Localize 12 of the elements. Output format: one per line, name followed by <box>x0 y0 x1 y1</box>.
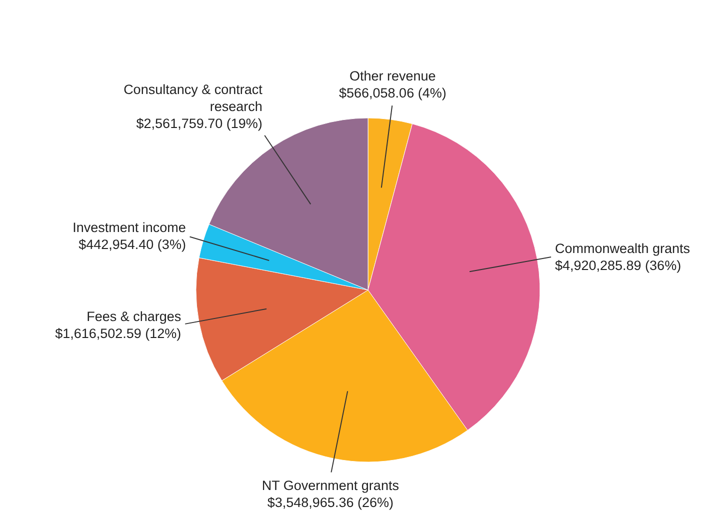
slice-label: Other revenue <box>350 68 436 84</box>
slice-label: Investment income <box>72 220 186 236</box>
slice-label: Fees & charges <box>86 309 182 324</box>
data-label: $3,548,965.36 (26%) <box>267 495 394 510</box>
slice-label: NT Government grants <box>262 478 400 494</box>
data-label: $1,616,502.59 (12%) <box>55 326 182 342</box>
data-label: $2,561,759.70 (19%) <box>136 116 262 132</box>
slice-label: Commonwealth grants <box>554 240 690 256</box>
data-label: $4,920,285.89 (36%) <box>554 258 682 273</box>
data-label: $442,954.40 (3%) <box>78 237 186 252</box>
data-label: $566,058.06 (4%) <box>339 86 446 101</box>
slice-label: Consultancy & contract research <box>124 82 263 114</box>
